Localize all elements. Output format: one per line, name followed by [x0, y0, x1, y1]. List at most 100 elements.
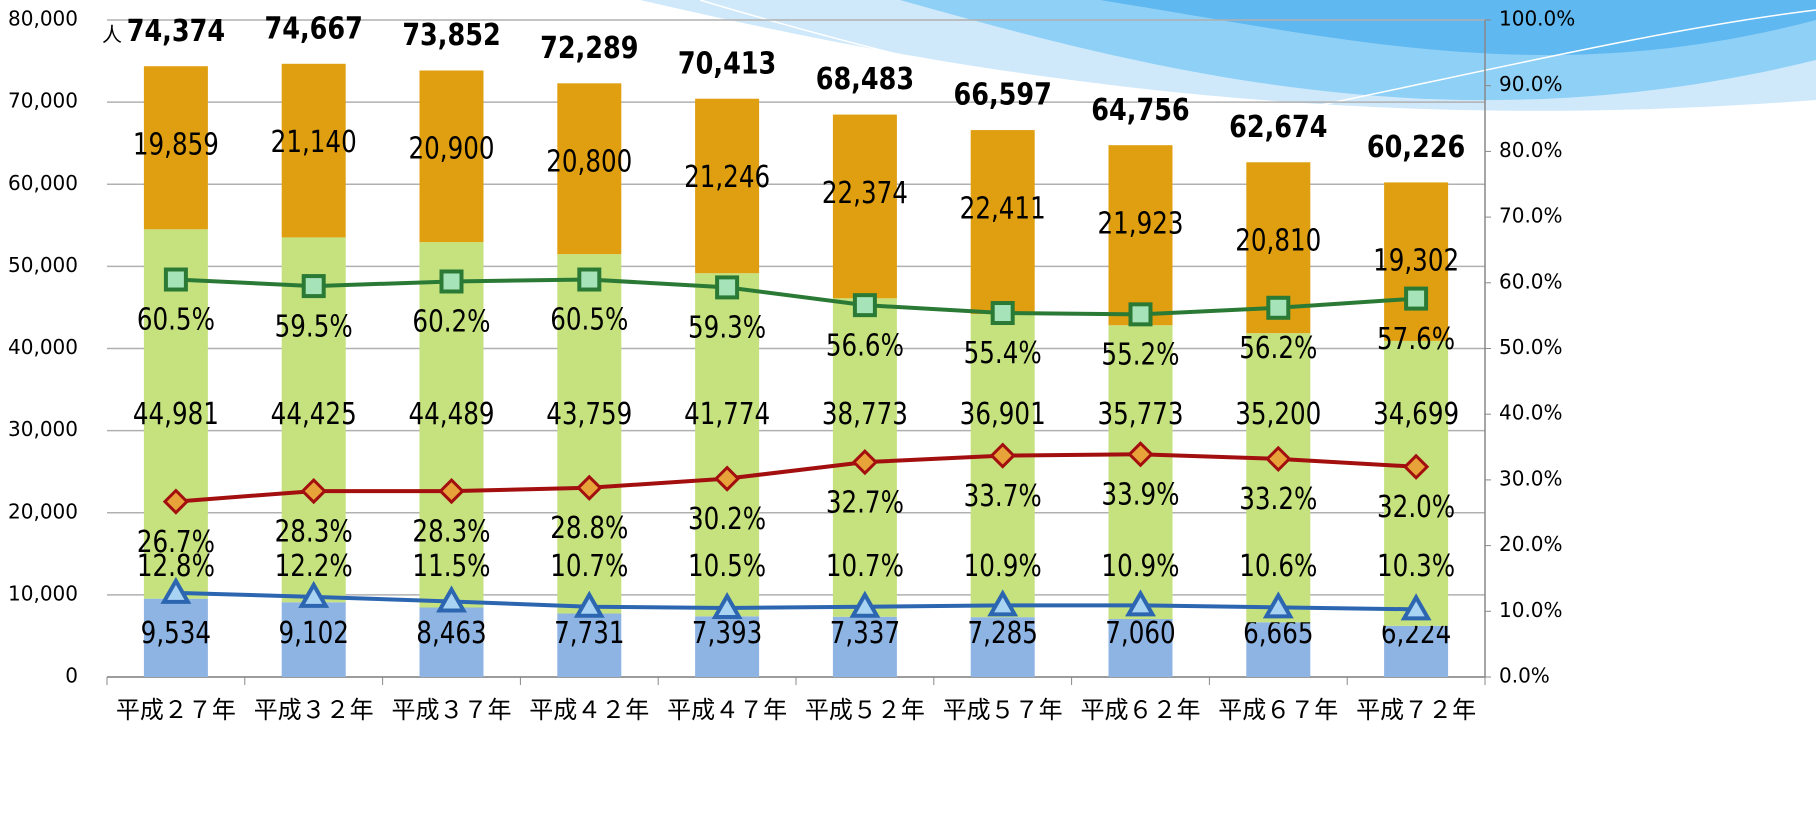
value-label: 33.2% — [1239, 483, 1317, 517]
y-tick-label: 40,000 — [8, 335, 78, 359]
total-label: 73,852 — [402, 17, 500, 53]
y2-tick-label: 60.0% — [1499, 269, 1563, 293]
y-tick-label: 20,000 — [8, 499, 78, 523]
value-label: 30.2% — [688, 503, 766, 537]
total-label: 74,667 — [265, 10, 363, 46]
value-label: 56.2% — [1239, 332, 1317, 366]
value-label: 10.9% — [964, 550, 1042, 584]
y2-tick-label: 50.0% — [1499, 335, 1563, 359]
marker — [579, 270, 599, 290]
value-label: 34,699 — [1373, 398, 1459, 432]
marker — [1131, 304, 1151, 324]
value-label: 10.7% — [826, 550, 904, 584]
value-label: 57.6% — [1377, 323, 1455, 357]
y2-tick-label: 30.0% — [1499, 466, 1563, 490]
y2-tick-label: 80.0% — [1499, 138, 1563, 162]
value-label: 56.6% — [826, 329, 904, 363]
value-label: 9,102 — [278, 617, 348, 651]
value-label: 7,285 — [967, 617, 1037, 651]
y-tick-label: 70,000 — [8, 89, 78, 113]
value-label: 43,759 — [546, 398, 632, 432]
value-label: 10.9% — [1101, 550, 1179, 584]
x-tick-label: 平成４２年 — [529, 696, 649, 724]
value-label: 11.5% — [412, 550, 490, 584]
value-label: 20,900 — [408, 132, 494, 166]
y2-tick-label: 20.0% — [1499, 532, 1563, 556]
y-tick-label: 30,000 — [8, 417, 78, 441]
value-label: 22,374 — [822, 177, 908, 211]
value-label: 19,302 — [1373, 244, 1459, 278]
value-label: 7,060 — [1105, 617, 1175, 651]
value-label: 21,140 — [271, 126, 357, 160]
value-label: 28.8% — [550, 512, 628, 546]
value-label: 35,773 — [1097, 398, 1183, 432]
y-tick-label: 50,000 — [8, 253, 78, 277]
value-label: 38,773 — [822, 398, 908, 432]
total-label: 74,374 — [127, 13, 225, 49]
value-label: 19,859 — [133, 128, 219, 162]
y2-tick-label: 0.0% — [1499, 664, 1550, 688]
total-label: 66,597 — [954, 77, 1052, 113]
value-label: 36,901 — [960, 398, 1046, 432]
total-label: 68,483 — [816, 61, 914, 97]
value-label: 12.2% — [275, 550, 353, 584]
marker — [855, 295, 875, 315]
value-label: 22,411 — [960, 192, 1046, 226]
value-label: 12.8% — [137, 550, 215, 584]
value-label: 33.7% — [964, 480, 1042, 514]
total-label: 60,226 — [1367, 129, 1465, 165]
value-label: 7,337 — [830, 617, 900, 651]
marker — [993, 303, 1013, 323]
value-label: 8,463 — [416, 617, 486, 651]
value-label: 20,800 — [546, 145, 632, 179]
total-label: 70,413 — [678, 45, 776, 81]
y-tick-label: 0 — [65, 664, 78, 688]
value-label: 35,200 — [1235, 398, 1321, 432]
value-label: 55.4% — [964, 337, 1042, 371]
value-label: 10.3% — [1377, 550, 1455, 584]
marker — [304, 276, 324, 296]
value-label: 7,731 — [554, 617, 624, 651]
value-label: 60.5% — [550, 303, 628, 337]
x-tick-label: 平成４７年 — [667, 696, 787, 724]
value-label: 10.7% — [550, 550, 628, 584]
y2-tick-label: 90.0% — [1499, 72, 1563, 96]
marker — [717, 277, 737, 297]
value-label: 44,425 — [271, 398, 357, 432]
marker — [166, 270, 186, 290]
y2-tick-label: 40.0% — [1499, 401, 1563, 425]
value-label: 44,981 — [133, 398, 219, 432]
value-label: 20,810 — [1235, 224, 1321, 258]
x-tick-label: 平成５７年 — [943, 696, 1063, 724]
chart: 人 0 10,000 20,000 30,000 40,000 50,000 60,000 7… — [0, 0, 1816, 835]
y-tick-label: 10,000 — [8, 581, 78, 605]
x-tick-label: 平成３７年 — [392, 696, 512, 724]
x-tick-label: 平成２７年 — [116, 696, 236, 724]
line — [176, 280, 1416, 315]
value-label: 55.2% — [1101, 338, 1179, 372]
value-label: 21,246 — [684, 161, 770, 195]
value-label: 60.2% — [412, 305, 490, 339]
value-label: 10.6% — [1239, 550, 1317, 584]
value-label: 32.7% — [826, 486, 904, 520]
value-label: 21,923 — [1097, 207, 1183, 241]
y-tick-label: 60,000 — [8, 171, 78, 195]
value-label: 10.5% — [688, 550, 766, 584]
y2-tick-label: 10.0% — [1499, 598, 1563, 622]
y-unit: 人 — [102, 23, 122, 47]
marker — [442, 271, 462, 291]
y-tick-label: 80,000 — [8, 7, 78, 31]
x-tick-label: 平成３２年 — [254, 696, 374, 724]
y2-tick-label: 70.0% — [1499, 204, 1563, 228]
value-label: 60.5% — [137, 303, 215, 337]
value-label: 32.0% — [1377, 491, 1455, 525]
x-tick-label: 平成６２年 — [1081, 696, 1201, 724]
y2-tick-label: 100.0% — [1499, 7, 1575, 31]
total-label: 62,674 — [1229, 109, 1327, 145]
line — [176, 454, 1416, 501]
marker — [1406, 289, 1426, 309]
value-label: 59.3% — [688, 311, 766, 345]
value-label: 9,534 — [141, 617, 211, 651]
value-label: 41,774 — [684, 398, 770, 432]
value-label: 28.3% — [275, 515, 353, 549]
